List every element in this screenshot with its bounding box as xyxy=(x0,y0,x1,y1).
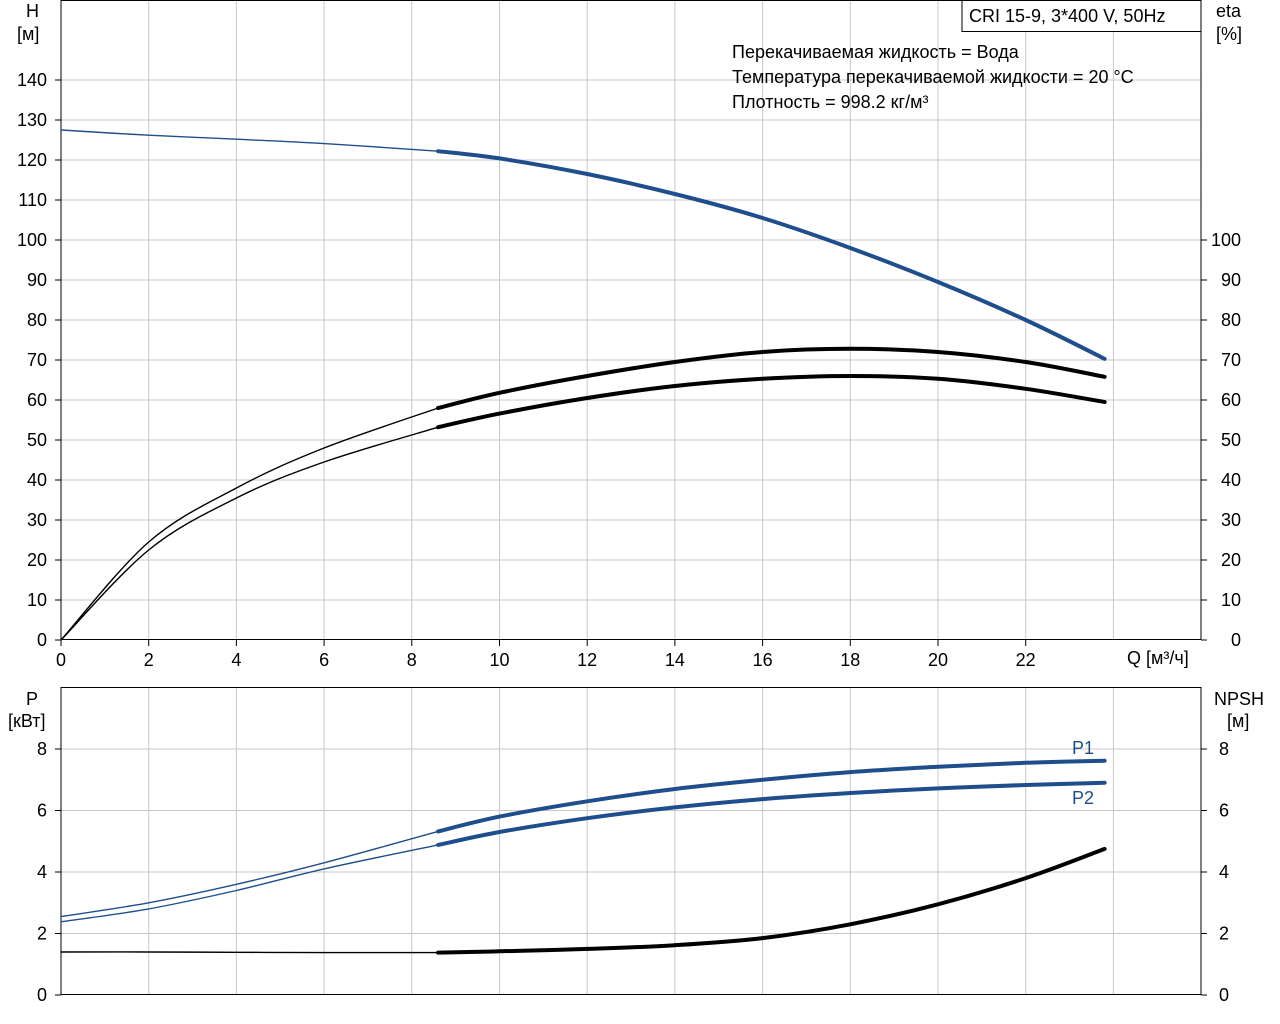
x-tick-label: 4 xyxy=(231,650,241,670)
x-tick-label: 2 xyxy=(144,650,154,670)
npsh-curve-extended xyxy=(60,951,439,954)
y-right-tick-label: 70 xyxy=(1221,350,1241,370)
efficiency-pump-curve-operating xyxy=(436,373,1107,430)
x-tick-label: 10 xyxy=(489,650,509,670)
y-left-tick-label: 120 xyxy=(17,150,47,170)
y-left-tick-label: 60 xyxy=(27,390,47,410)
y-right-tick-label: 100 xyxy=(1211,230,1241,250)
npsh-axis-label: NPSH xyxy=(1214,689,1264,709)
y-right-tick-label: 6 xyxy=(1219,801,1229,821)
p2-curve-extended xyxy=(60,844,439,923)
x-tick-label: 14 xyxy=(665,650,685,670)
y-left-tick-label: 50 xyxy=(27,430,47,450)
y-left-tick-label: 10 xyxy=(27,590,47,610)
head-curve-operating xyxy=(436,149,1107,361)
y-left-tick-label: 30 xyxy=(27,510,47,530)
x-tick-label: 6 xyxy=(319,650,329,670)
head-axis-unit: [м] xyxy=(17,24,39,44)
y-left-tick-label: 2 xyxy=(37,924,47,944)
power-axis-unit: [кВт] xyxy=(8,711,46,731)
lower-plot-frame xyxy=(60,687,1202,995)
y-left-tick-label: 110 xyxy=(18,190,47,210)
lower-chart: P [кВт] NPSH [м] 0 2 4 6 8 0 2 4 6 8 P1 P2 xyxy=(8,687,1264,1005)
y-right-tick-label: 60 xyxy=(1221,390,1241,410)
p2-curve-operating xyxy=(436,780,1107,847)
y-right-tick-label: 2 xyxy=(1219,924,1229,944)
y-right-tick-label: 30 xyxy=(1221,510,1241,530)
y-left-tick-label: 130 xyxy=(17,110,47,130)
y-right-tick-label: 50 xyxy=(1221,430,1241,450)
flow-axis-label: Q [м³/ч] xyxy=(1127,648,1189,668)
y-right-tick-label: 80 xyxy=(1221,310,1241,330)
y-right-tick-label: 4 xyxy=(1219,862,1229,882)
eta-axis-unit: [%] xyxy=(1216,24,1242,44)
p1-curve-extended xyxy=(60,830,439,918)
y-left-tick-label: 0 xyxy=(37,985,47,1005)
note-density: Плотность = 998.2 кг/м³ xyxy=(732,92,928,112)
npsh-axis-unit: [м] xyxy=(1227,711,1249,731)
title-box xyxy=(961,0,1202,32)
y-left-tick-label: 100 xyxy=(17,230,47,250)
upper-curves xyxy=(60,129,1107,641)
y-right-tick-label: 90 xyxy=(1221,270,1241,290)
lower-curves xyxy=(60,758,1107,955)
upper-grid xyxy=(61,1,1201,640)
series-label-p1: P1 xyxy=(1072,738,1094,758)
y-left-tick-label: 80 xyxy=(27,310,47,330)
note-fluid: Перекачиваемая жидкость = Вода xyxy=(732,42,1020,62)
x-tick-label: 0 xyxy=(56,650,66,670)
x-tick-label: 12 xyxy=(577,650,597,670)
chart-title: CRI 15-9, 3*400 V, 50Hz xyxy=(969,6,1165,26)
upper-chart: CRI 15-9, 3*400 V, 50Hz Перекачиваемая ж… xyxy=(17,0,1242,670)
y-left-tick-label: 6 xyxy=(37,801,47,821)
y-left-tick-label: 40 xyxy=(27,470,47,490)
series-label-p2: P2 xyxy=(1072,788,1094,808)
y-right-tick-label: 40 xyxy=(1221,470,1241,490)
y-left-tick-label: 140 xyxy=(17,70,47,90)
head-curve-extended xyxy=(60,129,439,152)
x-tick-label: 8 xyxy=(407,650,417,670)
y-left-tick-label: 0 xyxy=(37,630,47,650)
lower-tick-labels: 0 2 4 6 8 0 2 4 6 8 xyxy=(37,739,1229,1005)
x-tick-label: 16 xyxy=(753,650,773,670)
efficiency-total-curve-operating xyxy=(436,346,1107,410)
y-left-tick-label: 20 xyxy=(27,550,47,570)
y-right-tick-label: 20 xyxy=(1221,550,1241,570)
y-right-tick-label: 0 xyxy=(1231,630,1241,650)
x-tick-label: 18 xyxy=(840,650,860,670)
y-left-tick-label: 8 xyxy=(37,739,47,759)
eta-axis-label: eta xyxy=(1216,1,1242,21)
y-left-tick-label: 70 xyxy=(27,350,47,370)
y-right-tick-label: 10 xyxy=(1221,590,1241,610)
note-temperature: Температура перекачиваемой жидкости = 20… xyxy=(732,67,1134,87)
npsh-curve-operating xyxy=(436,846,1107,955)
y-left-tick-label: 90 xyxy=(27,270,47,290)
y-right-tick-label: 0 xyxy=(1219,985,1229,1005)
p1-curve-operating xyxy=(436,758,1107,834)
y-right-tick-label: 8 xyxy=(1219,739,1229,759)
upper-tick-labels: 0 2 4 6 8 10 12 14 16 18 20 22 0 10 20 30 40 50 60 70 80 90 10… xyxy=(17,70,1241,670)
head-axis-label: H xyxy=(26,1,39,21)
x-tick-label: 20 xyxy=(928,650,948,670)
y-left-tick-label: 4 xyxy=(37,862,47,882)
power-axis-label: P xyxy=(26,689,38,709)
efficiency-pump-curve-extended xyxy=(60,426,439,641)
efficiency-total-curve-extended xyxy=(60,407,439,641)
x-tick-label: 22 xyxy=(1016,650,1036,670)
